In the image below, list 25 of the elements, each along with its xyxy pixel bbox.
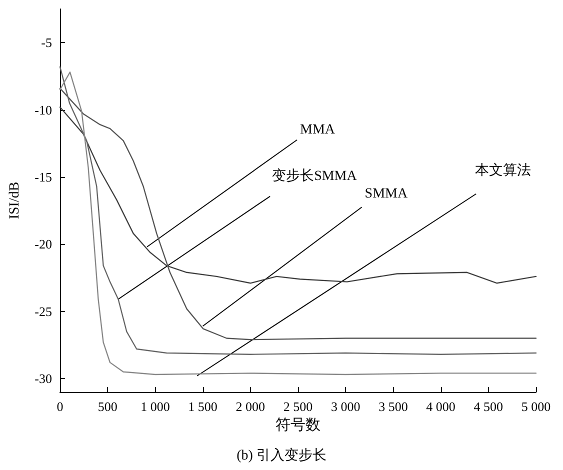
x-tick-label: 2 500 — [283, 399, 313, 414]
x-tick-label: 4 500 — [474, 399, 504, 414]
annotation: 变步长SMMA — [272, 168, 358, 184]
y-axis-title: ISI/dB — [8, 182, 22, 220]
y-tick-label: -10 — [34, 102, 52, 118]
x-tick-label: 4 000 — [426, 399, 456, 414]
x-tick-label: 3 500 — [378, 399, 408, 414]
annotation: 本文算法 — [475, 162, 532, 178]
text: (b) 引入变步长 — [236, 448, 326, 464]
annotation: SMMA — [364, 186, 408, 202]
y-tick-label: -15 — [34, 169, 52, 184]
annotation: MMA — [300, 122, 336, 138]
line-series — [59, 106, 537, 284]
x-tick-label: 2 000 — [236, 399, 266, 414]
y-tick-label: -20 — [34, 236, 52, 252]
y-tick-label: -25 — [34, 304, 52, 319]
x-tick-label: 1 000 — [140, 399, 170, 414]
x-tick-label: 3 000 — [330, 399, 360, 414]
x-tick-label: 0 — [56, 399, 64, 414]
y-tick-label: -5 — [41, 35, 52, 50]
x-tick-label: 1 500 — [188, 399, 218, 414]
x-tick-label: 5 000 — [521, 399, 551, 414]
x-tick-label: 500 — [98, 399, 118, 414]
y-tick-label: -30 — [34, 371, 52, 386]
x-axis-title: 符号数 — [276, 416, 320, 434]
